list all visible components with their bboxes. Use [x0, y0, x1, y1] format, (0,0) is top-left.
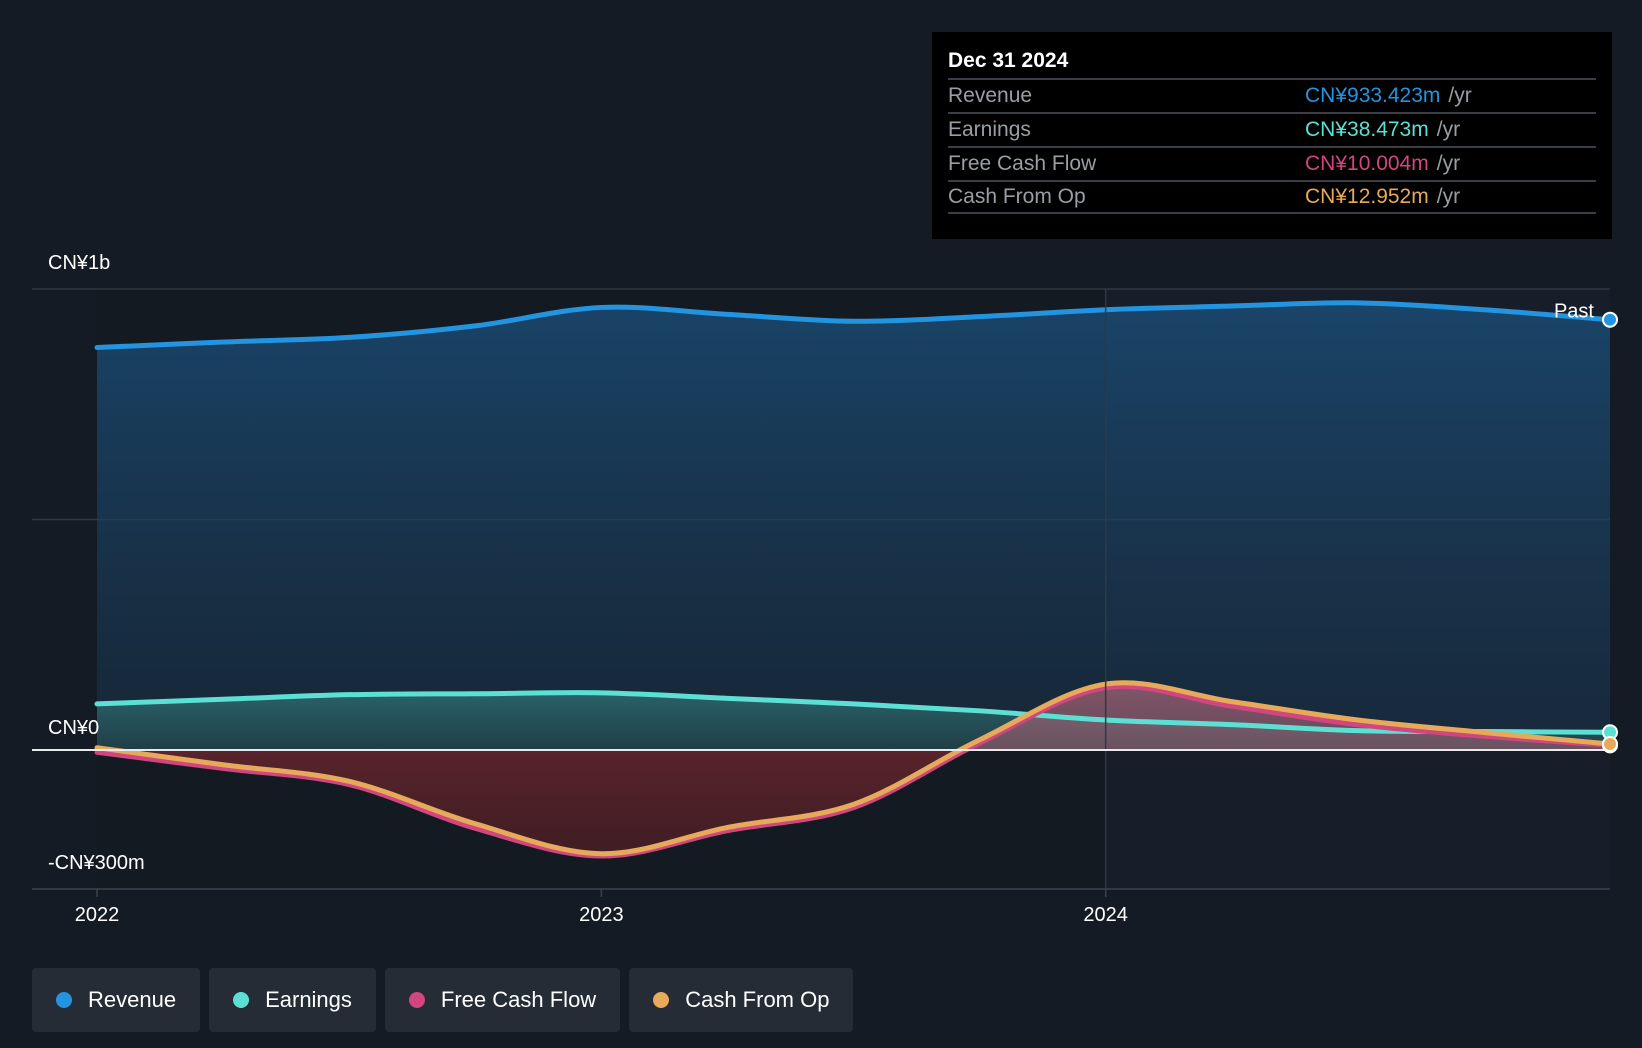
- x-tick-label: 2022: [75, 904, 120, 926]
- tooltip-row-revenue: Revenue CN¥933.423m /yr: [948, 78, 1596, 112]
- revenue-dot-icon: [56, 992, 72, 1008]
- tooltip-unit: /yr: [1436, 152, 1461, 175]
- earnings-dot-icon: [233, 992, 250, 1008]
- tooltip-row-earnings: Earnings CN¥38.473m /yr: [948, 112, 1596, 146]
- y-axis-label-top: CN¥1b: [48, 252, 110, 274]
- revenue-area: [97, 302, 1610, 750]
- tooltip-label: Free Cash Flow: [948, 152, 1097, 175]
- tooltip-value: CN¥933.423m: [1305, 84, 1441, 107]
- earnings-line: [94, 690, 1613, 735]
- tooltip-label: Earnings: [948, 118, 1031, 141]
- legend: Revenue Earnings Free Cash Flow Cash Fro…: [32, 968, 854, 1032]
- legend-label: Earnings: [265, 987, 352, 1012]
- tooltip-unit: /yr: [1436, 185, 1461, 208]
- tooltip-value: CN¥38.473m: [1305, 118, 1429, 141]
- y-axis-label-zero: CN¥0: [48, 717, 99, 739]
- legend-item-free-cash-flow[interactable]: Free Cash Flow: [384, 968, 621, 1032]
- tooltip-value: CN¥10.004m: [1305, 152, 1429, 175]
- legend-label: Free Cash Flow: [440, 987, 597, 1012]
- tooltip-date: Dec 31 2024: [948, 49, 1069, 72]
- tooltip-value: CN¥12.952m: [1305, 185, 1429, 208]
- legend-label: Revenue: [88, 987, 177, 1012]
- cash-from-op-line: [94, 680, 1613, 857]
- x-axis-ticks: 2022 2023 2024: [75, 889, 1128, 926]
- tooltip: Dec 31 2024 Revenue CN¥933.423m /yr Earn…: [932, 32, 1612, 239]
- free-cash-flow-line: [94, 684, 1613, 859]
- revenue-line: [94, 300, 1613, 351]
- revenue-end-marker: [1602, 311, 1618, 328]
- tooltip-unit: /yr: [1448, 84, 1472, 107]
- tooltip-row-cash-from-op: Cash From Op CN¥12.952m /yr: [948, 180, 1596, 214]
- tooltip-label: Cash From Op: [948, 185, 1086, 208]
- past-label: Past: [1554, 301, 1594, 323]
- tooltip-row-free-cash-flow: Free Cash Flow CN¥10.004m /yr: [948, 146, 1596, 180]
- x-tick-label: 2024: [1083, 904, 1128, 926]
- tooltip-label: Revenue: [948, 84, 1033, 107]
- cash-flow-positive-area: [97, 682, 1610, 750]
- x-tick-label: 2023: [579, 904, 624, 926]
- series-lines: [94, 300, 1613, 859]
- y-axis-label-bottom: -CN¥300m: [48, 852, 145, 874]
- legend-item-earnings[interactable]: Earnings: [209, 968, 376, 1032]
- legend-item-cash-from-op[interactable]: Cash From Op: [629, 968, 854, 1032]
- legend-item-revenue[interactable]: Revenue: [32, 968, 201, 1032]
- legend-label: Cash From Op: [685, 987, 830, 1012]
- series-end-markers: [1602, 311, 1618, 754]
- tooltip-unit: /yr: [1436, 118, 1461, 141]
- cash-from-op-dot-icon: [653, 992, 670, 1008]
- cash-from-op-end-marker: [1602, 736, 1618, 753]
- free-cash-flow-dot-icon: [408, 992, 425, 1008]
